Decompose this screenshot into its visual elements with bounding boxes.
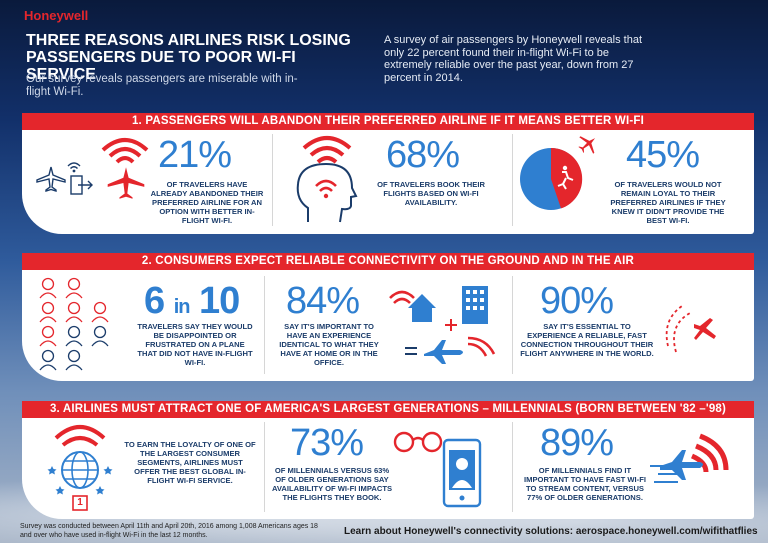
traveler-icon bbox=[65, 325, 83, 347]
plus-icon bbox=[445, 319, 457, 331]
plane-wifi-icon bbox=[424, 336, 496, 364]
exit-icon bbox=[70, 175, 93, 195]
stat-description: Say it's essential to experience a relia… bbox=[520, 322, 654, 358]
stat-value: 73% bbox=[290, 422, 364, 464]
stat-value: 6 in 10 bbox=[144, 280, 240, 326]
section-1-title: 1. Passengers will abandon their preferr… bbox=[22, 113, 754, 130]
head-wifi-icon bbox=[296, 136, 358, 223]
equals-icon bbox=[405, 347, 417, 355]
divider bbox=[512, 422, 513, 512]
stat-description: Of travelers book their flights based on… bbox=[377, 180, 485, 207]
plane-icon bbox=[36, 166, 66, 192]
stat-number: 10 bbox=[199, 280, 240, 322]
traveler-icon bbox=[65, 277, 83, 299]
stat-value: 89% bbox=[540, 422, 614, 464]
stat-description: Of travelers have already abandoned thei… bbox=[150, 180, 264, 225]
divider bbox=[264, 422, 265, 512]
wifi-icon bbox=[67, 162, 81, 173]
divider bbox=[512, 134, 513, 226]
traveler-icon bbox=[39, 301, 57, 323]
divider bbox=[264, 276, 265, 374]
page-subtitle: Our survey reveals passengers are misera… bbox=[26, 73, 298, 98]
section-2-panel bbox=[22, 253, 754, 381]
section-3-title: 3. Airlines must attract one of America'… bbox=[22, 401, 754, 418]
plane-icon bbox=[665, 305, 716, 353]
honeywell-logo: Honeywell bbox=[24, 8, 89, 23]
traveler-icon bbox=[65, 301, 83, 323]
learn-more-link[interactable]: Learn about Honeywell's connectivity sol… bbox=[344, 526, 758, 537]
stat-description: Of millennials versus 63% of older gener… bbox=[271, 466, 393, 502]
footnote: Survey was conducted between April 11th … bbox=[20, 523, 318, 539]
stat-description: Of travelers would not remain loyal to t… bbox=[610, 180, 726, 225]
stat-description: Say it's important to have an experience… bbox=[279, 322, 379, 367]
section-3-panel bbox=[22, 402, 754, 519]
wifi-icon bbox=[101, 138, 149, 164]
glasses-icon bbox=[393, 431, 443, 453]
traveler-icon bbox=[91, 301, 109, 323]
traveler-icon bbox=[65, 349, 83, 371]
stat-value: 21% bbox=[158, 134, 232, 176]
office-icon bbox=[462, 286, 488, 324]
stat-number: 6 bbox=[144, 280, 165, 322]
rank-badge: 1 bbox=[77, 497, 83, 508]
page-title: Three reasons airlines risk losing passe… bbox=[26, 32, 351, 83]
traveler-icon bbox=[39, 349, 57, 371]
stat-value: 68% bbox=[386, 134, 460, 176]
divider bbox=[272, 134, 273, 226]
section-1-panel bbox=[22, 114, 754, 234]
stat-description: Travelers say they would be disappointed… bbox=[137, 322, 253, 367]
globe-wifi-icon bbox=[47, 425, 113, 511]
traveler-icon bbox=[39, 325, 57, 347]
plane-wifi-icon bbox=[650, 433, 729, 483]
plane-icon bbox=[578, 136, 596, 154]
plane-icon bbox=[107, 167, 145, 199]
intro-text: A survey of air passengers by Honeywell … bbox=[384, 34, 643, 84]
phone-icon bbox=[442, 438, 482, 508]
stat-value: 84% bbox=[286, 280, 360, 322]
pie-icon bbox=[520, 147, 583, 210]
section-2-title: 2. Consumers expect reliable connectivit… bbox=[22, 253, 754, 270]
stat-connector: in bbox=[173, 296, 191, 318]
traveler-icon bbox=[39, 277, 57, 299]
divider bbox=[512, 276, 513, 374]
stat-description: Of millennials find it important to have… bbox=[524, 466, 646, 502]
home-wifi-icon bbox=[389, 290, 436, 322]
stat-value: 45% bbox=[626, 134, 700, 176]
traveler-icon bbox=[91, 325, 109, 347]
people-grid-icon bbox=[39, 277, 109, 371]
stat-value: 90% bbox=[540, 280, 614, 322]
stat-description: To earn the loyalty of one of the larges… bbox=[124, 440, 256, 485]
